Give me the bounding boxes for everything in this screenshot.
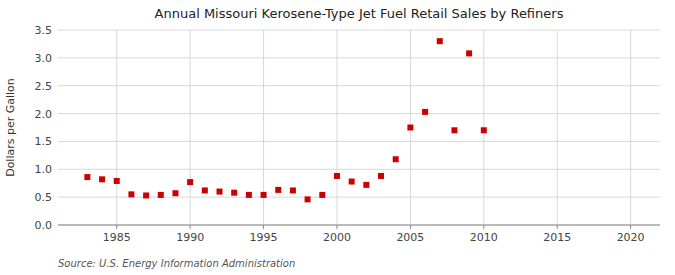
y-axis-label: Dollars per Gallon [4, 78, 17, 177]
tick-label: 2000 [323, 231, 351, 244]
point [378, 173, 384, 179]
grid-line [557, 30, 558, 225]
tick-label: 2.0 [35, 108, 53, 121]
point [422, 109, 428, 115]
tick-mark [336, 225, 337, 229]
point [261, 192, 267, 198]
tick-label: 0.5 [35, 191, 53, 204]
x-axis-line [58, 225, 660, 226]
point [217, 189, 223, 195]
tick-mark [263, 225, 264, 229]
point [128, 191, 134, 197]
tick-mark [630, 225, 631, 229]
point [334, 173, 340, 179]
grid-line [116, 30, 117, 225]
tick-label: 2.5 [35, 80, 53, 93]
point [305, 196, 311, 202]
chart: 0.0 0.5 1.0 1.5 2.0 2.5 3.0 3.5 1985 1990 1995 2000… [0, 0, 675, 275]
grid-line [190, 30, 191, 225]
point [99, 176, 105, 182]
point [363, 182, 369, 188]
point [246, 192, 252, 198]
grid-line [58, 169, 660, 170]
point [481, 127, 487, 133]
grid-line [58, 225, 660, 226]
point [143, 192, 149, 198]
tick-label: 1985 [103, 231, 131, 244]
axes: 0.0 0.5 1.0 1.5 2.0 2.5 3.0 3.5 1985 1990 1995 2000… [35, 24, 661, 244]
point [451, 127, 457, 133]
tick-mark [116, 225, 117, 229]
point [319, 192, 325, 198]
tick-mark [190, 225, 191, 229]
tick-label: 2020 [617, 231, 645, 244]
grid-line [336, 30, 337, 225]
grid [58, 30, 660, 225]
tick-label: 1990 [176, 231, 204, 244]
point [349, 179, 355, 185]
point [231, 190, 237, 196]
grid-line [58, 57, 660, 58]
point [202, 187, 208, 193]
point [172, 190, 178, 196]
tick-mark [483, 225, 484, 229]
tick-label: 1.5 [35, 135, 53, 148]
tick-mark [557, 225, 558, 229]
point [290, 187, 296, 193]
tick-label: 2010 [470, 231, 498, 244]
point [466, 50, 472, 56]
point [275, 187, 281, 193]
grid-line [630, 30, 631, 225]
point [407, 125, 413, 131]
tick-label: 0.0 [35, 219, 53, 232]
points [84, 38, 486, 202]
tick-label: 1995 [250, 231, 278, 244]
tick-mark [410, 225, 411, 229]
grid-line [58, 141, 660, 142]
point [393, 156, 399, 162]
tick-label: 3.0 [35, 52, 53, 65]
tick-label: 1.0 [35, 163, 53, 176]
grid-line [58, 113, 660, 114]
point [114, 178, 120, 184]
tick-label: 3.5 [35, 24, 53, 37]
point [437, 38, 443, 44]
grid-line [58, 85, 660, 86]
source: Source: U.S. Energy Information Administ… [58, 258, 295, 269]
point [187, 179, 193, 185]
tick-label: 2005 [396, 231, 424, 244]
point [84, 174, 90, 180]
grid-line [58, 30, 660, 31]
tick-label: 2015 [543, 231, 571, 244]
title: Annual Missouri Kerosene-Type Jet Fuel R… [155, 6, 564, 21]
point [158, 192, 164, 198]
